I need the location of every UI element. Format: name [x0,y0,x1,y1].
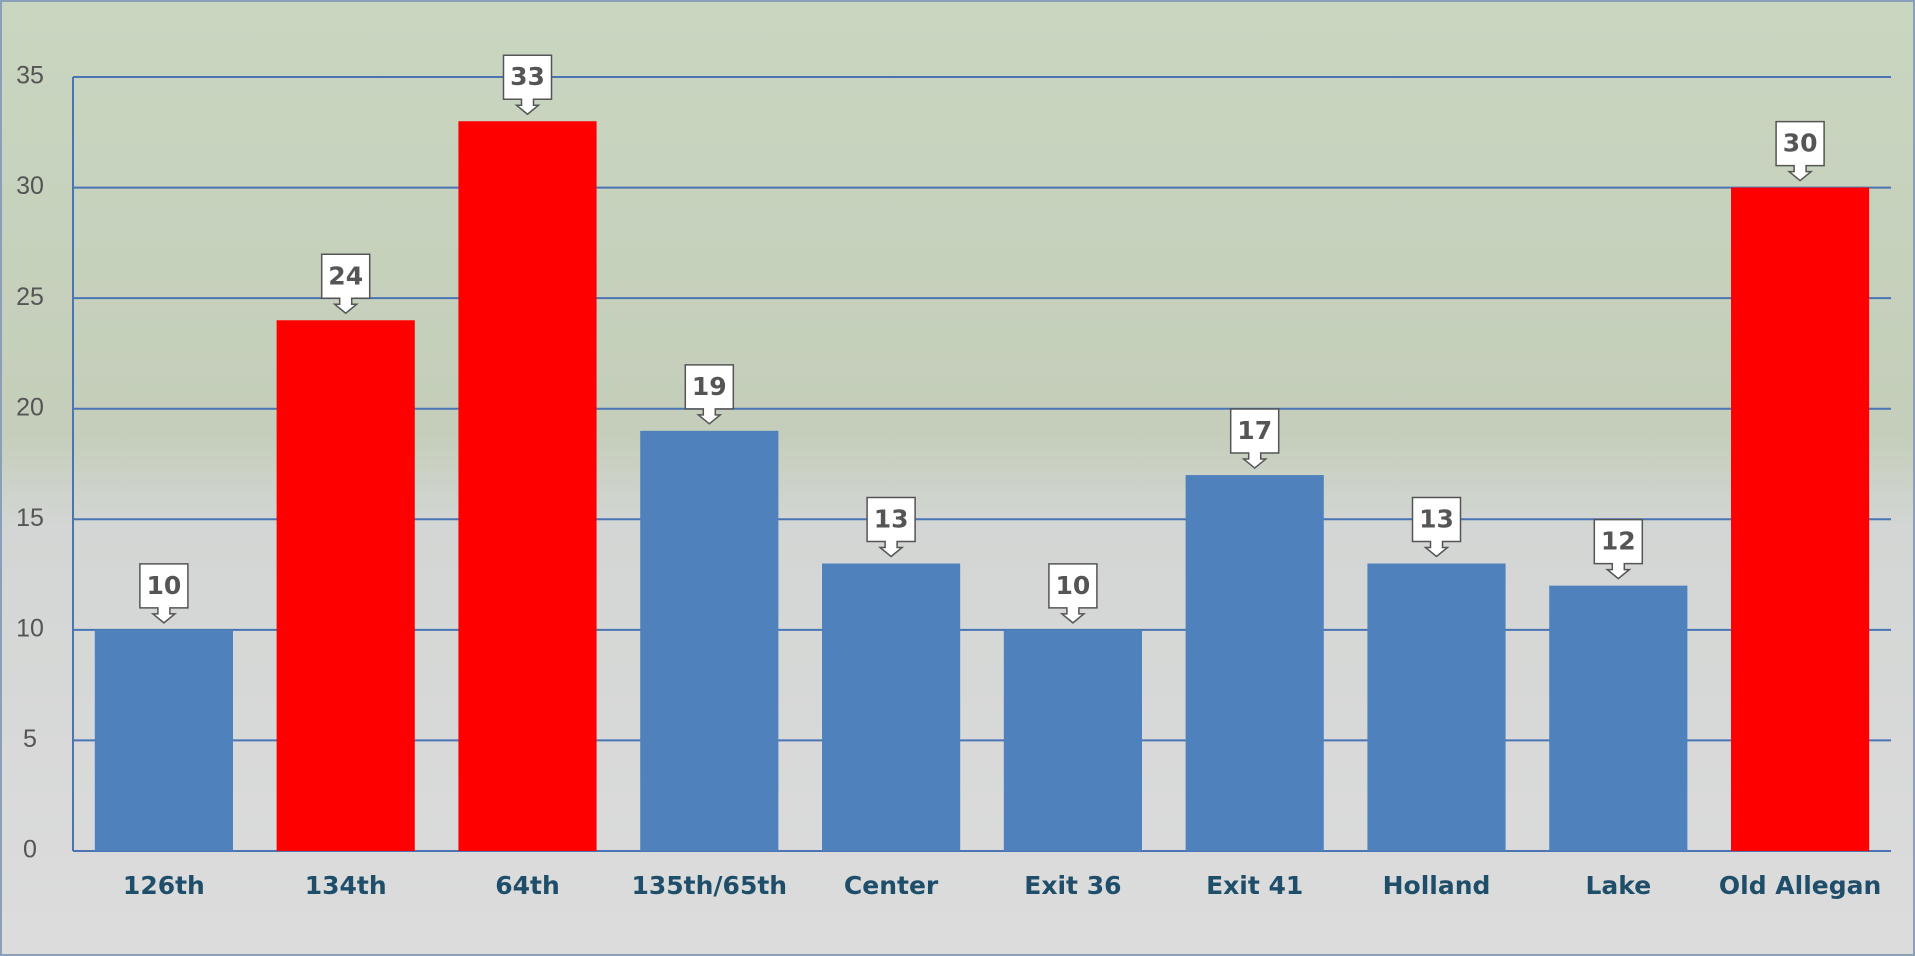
data-label-callout [1411,496,1462,558]
y-tick-label: 5 [23,725,37,753]
y-tick-label: 25 [16,283,44,311]
y-tick-label: 0 [23,836,37,864]
y-tick-label: 15 [16,504,44,532]
data-label-callout [1229,408,1280,470]
x-tick-label: 64th [495,871,560,900]
bar [822,563,961,851]
data-label: 24 [328,261,363,290]
data-label: 10 [147,571,182,600]
x-tick-label: 135th/65th [631,871,787,900]
bar [1549,585,1688,851]
bar [1731,187,1870,852]
y-tick-label: 30 [16,172,44,200]
data-label-callout [502,54,553,116]
data-label: 10 [1056,571,1091,600]
y-tick-label: 10 [16,614,44,642]
x-tick-label: Exit 36 [1024,871,1121,900]
y-tick-label: 35 [16,62,44,90]
data-label-callout [320,253,371,315]
data-label-callout [684,364,735,425]
data-label: 13 [1419,505,1454,534]
bar [276,320,415,851]
data-label: 12 [1601,527,1636,556]
bar [1003,629,1142,851]
x-tick-label: Center [844,871,939,900]
data-label: 19 [692,372,727,401]
data-label-callout [1593,518,1644,580]
x-tick-label: 126th [123,871,205,900]
bar [94,629,233,851]
bar [1185,475,1324,851]
data-label: 17 [1237,416,1272,445]
x-tick-label: Holland [1383,871,1491,900]
x-tick-label: Lake [1585,871,1651,900]
data-label: 30 [1783,129,1818,158]
bar [1367,563,1506,851]
x-tick-label: Old Allegan [1719,871,1881,900]
y-tick-label: 20 [16,393,44,421]
bar [640,430,779,851]
x-tick-label: Exit 41 [1206,871,1303,900]
data-label-callout [1048,563,1098,624]
x-tick-label: 134th [305,871,387,900]
bar [458,121,597,851]
data-label-callout [866,496,916,558]
data-label-callout [1775,120,1825,182]
data-label: 33 [510,62,545,91]
data-label: 13 [874,505,909,534]
data-label-callout [139,563,189,624]
